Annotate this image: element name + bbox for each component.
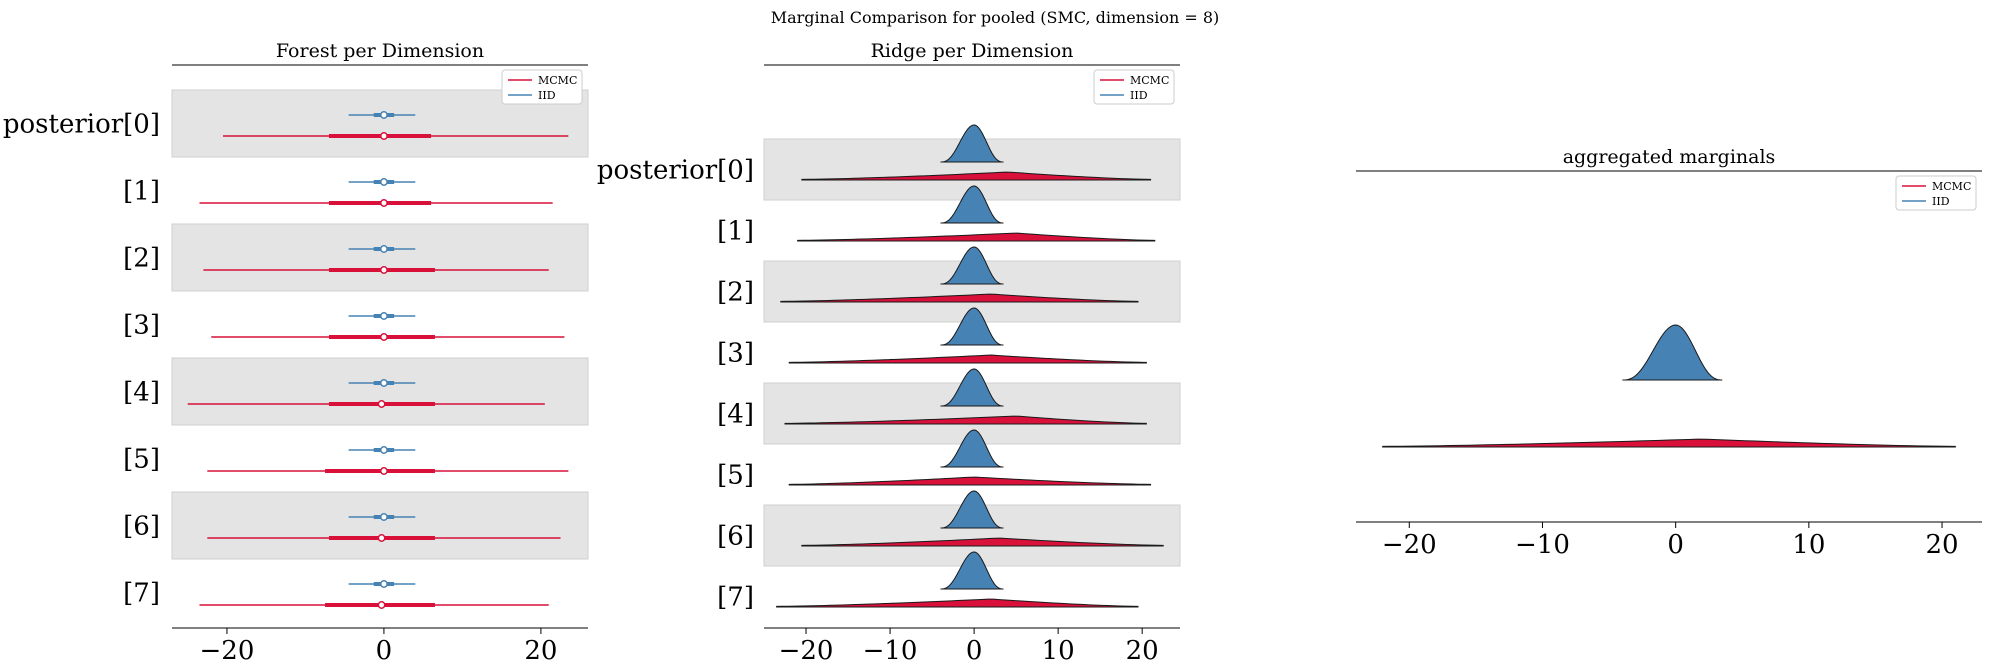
ridge-iid-density: [940, 490, 1004, 529]
forest-bands: [171, 89, 589, 560]
forest-iid-median: [379, 580, 388, 588]
ridge-iid-density: [940, 124, 1004, 163]
1-xtick-label: −10: [863, 636, 918, 666]
ridge-iid-density: [940, 429, 1004, 468]
ridge-title: Ridge per Dimension: [871, 40, 1074, 62]
ridge-legend-mcmc-label: MCMC: [1130, 74, 1169, 87]
aggregated-marks: [1382, 324, 1956, 448]
forest-band: [171, 223, 589, 292]
ridge-marks: [776, 124, 1164, 608]
forest-legend: MCMC IID: [501, 69, 583, 105]
forest-mcmc-median: [377, 601, 386, 609]
1-xtick-label: 20: [1126, 636, 1159, 666]
forest-iid-median: [379, 245, 388, 253]
ridge-mcmc-density: [788, 476, 1152, 486]
2-xtick-label: −20: [1382, 530, 1437, 560]
ridge-xticks: −20 −10 0 10 20: [779, 628, 1159, 666]
forest-iid-median: [379, 446, 388, 454]
forest-ylabel: [5]: [123, 445, 160, 475]
aggregated-mcmc-density: [1382, 438, 1956, 448]
forest-mcmc-median: [379, 199, 388, 207]
1-xtick-label: −20: [779, 636, 834, 666]
forest-ylabel: [6]: [123, 512, 160, 542]
forest-mcmc-median: [379, 333, 388, 341]
2-xtick-label: 20: [1925, 530, 1958, 560]
forest-iid-median: [379, 312, 388, 320]
forest-marks: [187, 111, 569, 609]
forest-mcmc-median: [379, 467, 388, 475]
forest-ylabel: posterior[0]: [3, 110, 160, 140]
forest-ylabel: [1]: [123, 177, 160, 207]
0-xtick-label: 0: [376, 636, 393, 666]
ridge-ylabel: [6]: [717, 522, 754, 552]
ridge-iid-density: [940, 368, 1004, 407]
forest-mcmc-median: [377, 534, 386, 542]
aggregated-legend: MCMC IID: [1895, 175, 1977, 211]
ridge-legend: MCMC IID: [1093, 69, 1175, 105]
ridge-ylabel: [5]: [717, 461, 754, 491]
ridge-legend-iid-label: IID: [1130, 89, 1148, 102]
aggregated-title: aggregated marginals: [1563, 146, 1776, 168]
suptitle: Marginal Comparison for pooled (SMC, dim…: [771, 8, 1220, 27]
ridge-mcmc-density: [776, 598, 1139, 608]
ridge-mcmc-density: [797, 232, 1156, 242]
aggregated-legend-mcmc-label: MCMC: [1932, 180, 1971, 193]
aggregated-panel: aggregated marginals −20 −10 0 10 20 MCMC II…: [1356, 146, 1982, 560]
ridge-ylabel: [3]: [717, 339, 754, 369]
ridge-mcmc-density: [780, 293, 1139, 303]
forest-mcmc-median: [379, 132, 388, 140]
forest-ylabels: posterior[0] [1] [2] [3] [4] [5] [6] [7]: [3, 110, 160, 609]
ridge-mcmc-density: [784, 415, 1147, 425]
2-xtick-label: 0: [1667, 530, 1684, 560]
forest-ylabel: [3]: [123, 311, 160, 341]
forest-mcmc-median: [377, 400, 386, 408]
aggregated-legend-iid-label: IID: [1932, 195, 1950, 208]
0-xtick-label: 20: [524, 636, 557, 666]
forest-title: Forest per Dimension: [276, 40, 484, 62]
forest-xticks: −20 0 20: [200, 628, 557, 666]
forest-ylabel: [4]: [123, 378, 160, 408]
2-xtick-label: −10: [1515, 530, 1570, 560]
ridge-mcmc-density: [788, 354, 1147, 364]
ridge-ylabels: posterior[0] [1] [2] [3] [4] [5] [6] [7]: [597, 156, 754, 613]
ridge-iid-density: [940, 307, 1004, 346]
aggregated-xticks: −20 −10 0 10 20: [1382, 522, 1959, 560]
forest-legend-mcmc-label: MCMC: [538, 74, 577, 87]
forest-ylabel: [7]: [123, 579, 160, 609]
forest-ylabel: [2]: [123, 244, 160, 274]
aggregated-iid-density: [1622, 324, 1723, 381]
forest-mcmc-median: [379, 266, 388, 274]
0-xtick-label: −20: [200, 636, 255, 666]
forest-panel: Forest per Dimension posterior[0] [1] [2] […: [3, 40, 589, 666]
ridge-iid-density: [940, 185, 1004, 224]
forest-band: [171, 491, 589, 560]
ridge-ylabel: [4]: [717, 400, 754, 430]
ridge-panel: Ridge per Dimension posterior[0] [1] [2] [3…: [597, 40, 1181, 666]
ridge-mcmc-density: [801, 537, 1164, 547]
ridge-iid-density: [940, 246, 1004, 285]
2-xtick-label: 10: [1792, 530, 1825, 560]
forest-iid-median: [379, 111, 388, 119]
forest-legend-iid-label: IID: [538, 89, 556, 102]
forest-iid-median: [379, 178, 388, 186]
ridge-ylabel: [2]: [717, 278, 754, 308]
forest-iid-median: [379, 513, 388, 521]
ridge-ylabel: posterior[0]: [597, 156, 754, 186]
forest-iid-median: [379, 379, 388, 387]
ridge-ylabel: [1]: [717, 217, 754, 247]
1-xtick-label: 10: [1042, 636, 1075, 666]
ridge-ylabel: [7]: [717, 583, 754, 613]
ridge-mcmc-density: [801, 171, 1152, 181]
1-xtick-label: 0: [966, 636, 983, 666]
ridge-iid-density: [940, 551, 1004, 590]
forest-band: [171, 357, 589, 426]
